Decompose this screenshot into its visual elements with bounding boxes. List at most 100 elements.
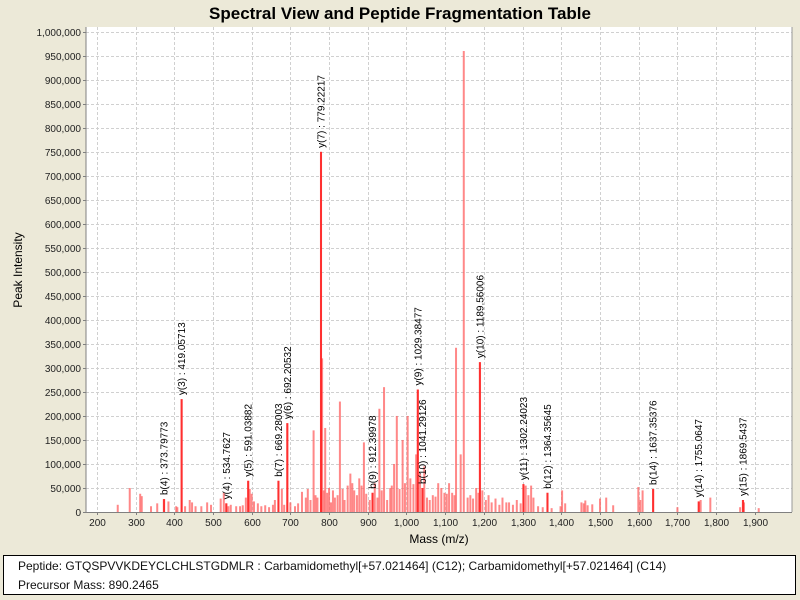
peak-bar — [434, 496, 437, 512]
peak-bar — [580, 502, 583, 512]
peak-bar — [210, 504, 213, 512]
x-tick-label: 300 — [128, 518, 145, 529]
peptide-info-panel: Peptide: GTQSPVVKDEYCLCHLSTGDMLR : Carba… — [3, 555, 796, 595]
x-tick-label: 1,700 — [665, 518, 690, 529]
peak-bar — [191, 502, 194, 512]
peak-bar — [324, 427, 327, 512]
peak-bar — [582, 503, 585, 512]
y-axis-ticks: 0 50,000 100,000 150,000 200,000 250,000 300,0… — [37, 28, 86, 519]
annotated-peak-bar — [277, 480, 280, 512]
peak-bar — [222, 492, 225, 512]
y-tick-label: 0 — [75, 508, 81, 519]
peak-bar — [365, 493, 368, 512]
peak-bar — [443, 492, 446, 512]
peak-bar — [280, 488, 283, 512]
peak-bar — [140, 496, 143, 512]
annotated-peak-bar — [225, 503, 228, 512]
peak-bar — [351, 483, 354, 512]
annotated-peak-bar — [546, 492, 549, 512]
peak-bar — [227, 506, 230, 512]
peak-bar — [200, 506, 203, 512]
peak-bar — [487, 495, 490, 512]
peak-bar — [373, 483, 376, 512]
peak-bar — [241, 505, 244, 512]
peak-bar — [341, 488, 344, 512]
peak-annotation-label: y(6) : 692.20532 — [283, 346, 294, 419]
annotated-peak-bar — [286, 423, 289, 512]
peak-bar — [440, 487, 443, 512]
peak-bar — [380, 490, 383, 512]
peak-bar — [395, 415, 398, 512]
peak-bar — [271, 504, 274, 512]
peak-bar — [235, 506, 238, 512]
y-tick-label: 800,000 — [45, 124, 82, 135]
peak-bar — [250, 493, 253, 512]
peak-bar — [128, 487, 131, 512]
y-tick-label: 500,000 — [45, 268, 82, 279]
y-tick-label: 550,000 — [45, 244, 82, 255]
peak-bar — [139, 493, 142, 512]
y-tick-label: 50,000 — [50, 484, 81, 495]
peak-bar — [426, 497, 429, 512]
x-tick-label: 400 — [166, 518, 183, 529]
x-tick-label: 1,500 — [588, 518, 613, 529]
peak-bar — [532, 497, 535, 512]
peak-bar — [584, 500, 587, 512]
peak-annotation-label: y(14) : 1755.0647 — [694, 419, 705, 498]
annotated-peak-bar — [163, 499, 166, 512]
peak-bar — [376, 497, 379, 512]
peptide-sequence: Peptide: GTQSPVVKDEYCLCHLSTGDMLR : Carba… — [18, 559, 667, 573]
peak-bar — [362, 442, 365, 512]
peak-bar — [219, 498, 222, 512]
peak-bar — [423, 466, 426, 512]
peak-bar — [639, 499, 642, 512]
peak-bar — [297, 503, 300, 512]
peak-bar — [524, 485, 527, 512]
peak-bar — [167, 501, 170, 512]
y-tick-label: 400,000 — [45, 316, 82, 327]
peak-bar — [184, 506, 187, 512]
peak-bar — [322, 490, 325, 512]
peak-annotations: b(4) : 373.79773 y(3) : 419.05713 y(4) : 5… — [160, 75, 750, 512]
peak-bar — [462, 51, 465, 513]
peak-bar — [419, 473, 422, 512]
peak-bar — [326, 492, 329, 512]
peak-annotation-label: y(11) : 1302.24023 — [519, 397, 530, 481]
peak-bar — [477, 492, 480, 512]
peak-bar — [612, 505, 615, 512]
peak-bar — [353, 490, 356, 512]
peak-bar — [229, 504, 232, 512]
peak-bar — [316, 497, 319, 512]
peak-bar — [481, 490, 484, 512]
y-tick-label: 1,000,000 — [37, 28, 82, 39]
x-axis-ticks: 200 300 400 500 600 700 800 900 1,000 1,100 1,200 1… — [89, 512, 768, 529]
peak-bar — [466, 497, 469, 512]
peak-bar — [676, 507, 679, 512]
y-axis-label: Peak Intensity — [11, 232, 25, 307]
x-tick-label: 1,300 — [511, 518, 536, 529]
x-tick-label: 1,200 — [472, 518, 497, 529]
peak-bar — [349, 473, 352, 512]
peak-bar — [358, 478, 361, 512]
annotated-peak-bar — [180, 399, 183, 512]
peak-bar — [519, 503, 522, 512]
x-axis-label: Mass (m/z) — [409, 532, 468, 546]
x-tick-label: 1,000 — [394, 518, 419, 529]
peak-bar — [709, 497, 712, 512]
y-tick-label: 200,000 — [45, 412, 82, 423]
annotated-peak-bar — [371, 492, 374, 512]
peak-bar — [453, 495, 456, 512]
x-tick-label: 1,800 — [704, 518, 729, 529]
peak-bar — [333, 497, 336, 512]
peak-annotation-label: y(3) : 419.05713 — [177, 322, 188, 395]
peak-annotation-label: y(7) : 779.22217 — [317, 75, 328, 148]
peak-bar — [403, 483, 406, 512]
chart-title: Spectral View and Peptide Fragmentation … — [209, 4, 591, 23]
peak-bar — [268, 507, 271, 512]
peak-bar — [309, 499, 312, 512]
y-tick-label: 300,000 — [45, 364, 82, 375]
peak-bar — [260, 506, 263, 512]
x-tick-label: 500 — [205, 518, 222, 529]
x-tick-label: 900 — [360, 518, 377, 529]
annotated-peak-bar — [652, 488, 655, 512]
